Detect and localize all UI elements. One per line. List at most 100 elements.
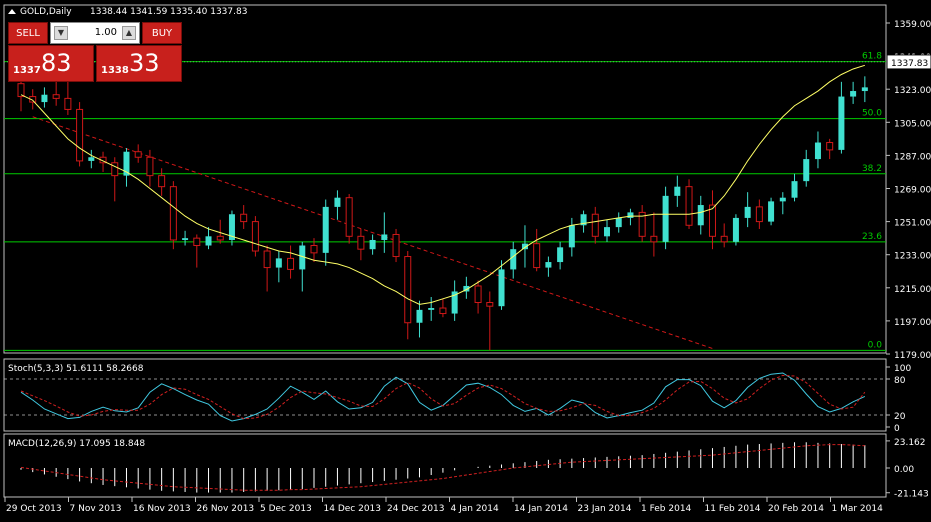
- lot-decrease-arrow-icon[interactable]: ▼: [54, 26, 68, 40]
- candle[interactable]: [240, 205, 248, 229]
- candle[interactable]: [627, 208, 634, 226]
- candle-body: [615, 217, 622, 228]
- stoch-signal-line[interactable]: [20, 374, 866, 420]
- candle[interactable]: [216, 219, 224, 244]
- stochastic-panel-frame[interactable]: [3, 358, 887, 432]
- lot-increase-arrow-icon[interactable]: ▲: [122, 26, 136, 40]
- trendline[interactable]: [32, 116, 713, 349]
- candle[interactable]: [510, 241, 517, 279]
- candle[interactable]: [251, 216, 259, 257]
- moving-average-line[interactable]: [20, 64, 865, 305]
- candle[interactable]: [591, 206, 599, 244]
- candle[interactable]: [334, 190, 341, 220]
- macd-signal-line[interactable]: [20, 444, 865, 491]
- candle[interactable]: [779, 192, 786, 215]
- candle-body: [814, 142, 821, 160]
- candle-body: [182, 238, 189, 240]
- candle[interactable]: [193, 234, 201, 268]
- candle[interactable]: [88, 149, 95, 169]
- candle[interactable]: [662, 186, 669, 250]
- chart-collapse-triangle-icon[interactable]: [8, 9, 16, 14]
- candle[interactable]: [205, 227, 212, 250]
- candle[interactable]: [720, 223, 728, 248]
- candle[interactable]: [158, 168, 166, 196]
- candle[interactable]: [557, 241, 564, 270]
- bid-price-pips: 83: [41, 49, 72, 77]
- candle[interactable]: [381, 212, 388, 253]
- candle[interactable]: [369, 234, 376, 255]
- candle[interactable]: [850, 81, 857, 104]
- lot-size-value[interactable]: 1.00: [94, 27, 117, 38]
- candle-body: [193, 237, 201, 247]
- fib-level-label: 50.0: [862, 109, 882, 119]
- candle[interactable]: [439, 298, 447, 318]
- candle[interactable]: [615, 212, 622, 233]
- candle[interactable]: [826, 138, 834, 160]
- candle[interactable]: [838, 81, 845, 154]
- candle[interactable]: [803, 149, 810, 187]
- candle[interactable]: [345, 194, 353, 244]
- candle-body: [510, 249, 517, 270]
- macd-panel-frame[interactable]: [3, 433, 887, 498]
- candle[interactable]: [428, 296, 435, 321]
- candle[interactable]: [169, 181, 177, 250]
- candle[interactable]: [404, 251, 412, 340]
- candle[interactable]: [111, 157, 119, 202]
- candle[interactable]: [768, 197, 775, 226]
- candle[interactable]: [861, 76, 868, 103]
- candle[interactable]: [263, 245, 271, 292]
- candle[interactable]: [474, 280, 482, 314]
- stoch-axis-label: 80: [894, 376, 906, 386]
- stoch-axis-label: 0: [894, 424, 900, 434]
- candle[interactable]: [287, 245, 295, 279]
- candle[interactable]: [498, 260, 505, 310]
- candle[interactable]: [533, 228, 541, 272]
- candle-body: [169, 186, 177, 241]
- candle[interactable]: [708, 190, 716, 250]
- candle[interactable]: [685, 179, 693, 229]
- candle[interactable]: [604, 219, 610, 242]
- candle[interactable]: [299, 241, 306, 292]
- candle[interactable]: [182, 230, 189, 246]
- buy-button[interactable]: BUY: [142, 22, 182, 44]
- ohlc-readout: 1338.44 1341.59 1335.40 1337.83: [90, 7, 247, 17]
- candle[interactable]: [451, 280, 458, 321]
- candle[interactable]: [580, 210, 587, 233]
- candle[interactable]: [650, 212, 658, 257]
- candle[interactable]: [755, 199, 763, 229]
- candle[interactable]: [357, 228, 365, 261]
- bid-price-button[interactable]: 1337 83: [8, 45, 94, 82]
- candle[interactable]: [545, 256, 552, 277]
- sell-button[interactable]: SELL: [8, 22, 48, 44]
- candle[interactable]: [416, 300, 423, 338]
- candle[interactable]: [123, 148, 130, 187]
- stoch-main-line[interactable]: [20, 372, 866, 422]
- candle[interactable]: [791, 173, 798, 202]
- candle[interactable]: [521, 225, 528, 268]
- candle-body: [322, 206, 329, 253]
- candle[interactable]: [744, 192, 751, 228]
- candle[interactable]: [568, 217, 575, 257]
- candle[interactable]: [392, 228, 400, 263]
- candle[interactable]: [674, 175, 681, 207]
- candle[interactable]: [463, 276, 470, 299]
- candle[interactable]: [146, 149, 154, 187]
- candle[interactable]: [310, 238, 318, 263]
- candle[interactable]: [486, 291, 494, 351]
- time-axis-label: 5 Dec 2013: [260, 504, 312, 514]
- time-axis-label: 14 Jan 2014: [514, 504, 568, 514]
- candle[interactable]: [638, 205, 646, 242]
- candle[interactable]: [228, 210, 235, 246]
- candle[interactable]: [52, 81, 60, 106]
- price-panel-frame[interactable]: [3, 4, 887, 354]
- candle[interactable]: [134, 144, 142, 163]
- candle[interactable]: [275, 251, 282, 283]
- lot-size-stepper[interactable]: ▼ 1.00 ▲: [50, 22, 140, 44]
- candle[interactable]: [814, 131, 821, 169]
- candle[interactable]: [697, 195, 704, 235]
- candle[interactable]: [76, 102, 84, 167]
- candle[interactable]: [41, 87, 48, 108]
- ask-price-button[interactable]: 1338 33: [96, 45, 182, 82]
- candle[interactable]: [732, 214, 739, 246]
- candle[interactable]: [322, 199, 329, 266]
